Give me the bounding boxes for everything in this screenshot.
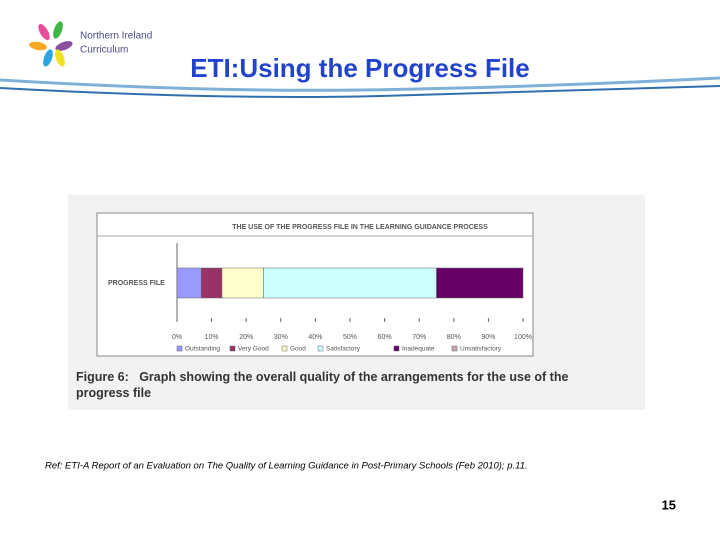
- reference: Ref: ETI-A Report of an Evaluation on Th…: [45, 461, 528, 472]
- legend-swatch: [176, 345, 183, 352]
- x-tick-label: 60%: [378, 334, 392, 341]
- x-tick-label: 20%: [239, 334, 253, 341]
- legend-label: Good: [290, 346, 306, 353]
- x-tick-label: 40%: [308, 334, 322, 341]
- x-tick-label: 10%: [205, 334, 219, 341]
- bar-segment: [263, 267, 437, 299]
- legend-label: Inadequate: [402, 346, 435, 353]
- swoosh: [0, 85, 720, 98]
- x-tick-label: 30%: [274, 334, 288, 341]
- slide-title: ETI:Using the Progress File: [190, 53, 530, 83]
- x-tick-label: 0%: [172, 334, 182, 341]
- bar-segment: [200, 267, 223, 299]
- x-tick-label: 70%: [412, 334, 426, 341]
- legend-label: Unsatisfactory: [460, 346, 502, 353]
- logo-text: Northern Ireland: [80, 31, 152, 42]
- legend-label: Very Good: [238, 346, 269, 353]
- page-number: 15: [662, 497, 676, 512]
- legend-swatch: [281, 345, 288, 352]
- bar-segment: [436, 267, 524, 299]
- logo-text: Curriculum: [80, 45, 128, 56]
- legend-swatch: [393, 345, 400, 352]
- x-tick-label: 80%: [447, 334, 461, 341]
- logo-mark: [29, 21, 73, 67]
- legend-swatch: [451, 345, 458, 352]
- figure-caption: Figure 6: Graph showing the overall qual…: [76, 370, 568, 400]
- swoosh: [0, 76, 720, 92]
- bar-segment: [176, 267, 202, 299]
- x-tick-label: 50%: [343, 334, 357, 341]
- legend-label: Satisfactory: [326, 346, 361, 353]
- legend-swatch: [229, 345, 236, 352]
- legend-swatch: [317, 345, 324, 352]
- y-tick-label: PROGRESS FILE: [108, 280, 165, 287]
- bar-segment: [221, 267, 264, 299]
- x-tick-label: 90%: [481, 334, 495, 341]
- chart-title: THE USE OF THE PROGRESS FILE IN THE LEAR…: [232, 224, 488, 231]
- legend-label: Outstanding: [185, 346, 220, 353]
- x-tick-label: 100%: [514, 334, 532, 341]
